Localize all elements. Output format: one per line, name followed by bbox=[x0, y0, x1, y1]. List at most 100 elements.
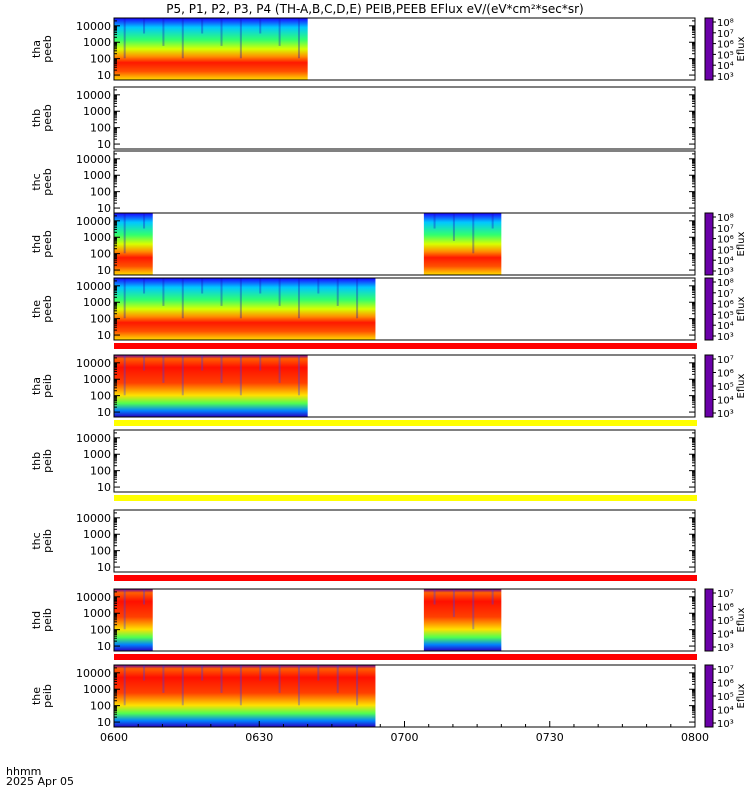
y-tick-label: 1000 bbox=[83, 231, 111, 244]
y-tick-label: 1000 bbox=[83, 296, 111, 309]
spectrogram-stripe bbox=[181, 355, 184, 396]
x-tick-label: 0630 bbox=[245, 731, 273, 744]
spectrogram-stripe bbox=[143, 665, 146, 681]
y-tick-label: 100 bbox=[90, 186, 111, 199]
spectrogram-stripe bbox=[220, 665, 223, 693]
colorbar bbox=[704, 277, 714, 341]
colorbar-tick-label: 10⁸ bbox=[717, 278, 734, 289]
spectrogram-stripe bbox=[220, 18, 223, 46]
y-tick-label: 100 bbox=[90, 545, 111, 558]
colorbar-tick-label: 10⁷ bbox=[717, 29, 734, 40]
spectrogram-stripe bbox=[220, 355, 223, 383]
spectrogram-stripe bbox=[297, 278, 300, 319]
panel-frame bbox=[113, 429, 696, 493]
panel-ylabel: thc bbox=[30, 173, 43, 190]
spectrogram-stripe bbox=[491, 213, 494, 229]
colorbar-tick-label: 10⁷ bbox=[717, 224, 734, 235]
y-tick-label: 10000 bbox=[76, 20, 111, 33]
spectrogram-block bbox=[114, 213, 153, 275]
colorbar-tick-label: 10³ bbox=[717, 332, 734, 343]
spectrogram-stripe bbox=[433, 213, 436, 229]
y-tick-label: 10 bbox=[97, 329, 111, 342]
colorbar-tick-label: 10⁵ bbox=[717, 692, 734, 703]
panel-frame bbox=[113, 86, 696, 150]
panel-ylabel: peib bbox=[41, 684, 54, 708]
y-tick-label: 10000 bbox=[76, 432, 111, 445]
colorbar-tick-label: 10⁶ bbox=[717, 235, 734, 246]
spectrogram-stripe bbox=[162, 278, 165, 306]
colorbar-label: Eflux bbox=[736, 683, 747, 708]
y-tick-label: 100 bbox=[90, 465, 111, 478]
y-tick-label: 1000 bbox=[83, 528, 111, 541]
spectrogram-stripe bbox=[278, 355, 281, 383]
colorbar bbox=[704, 664, 714, 728]
y-tick-label: 100 bbox=[90, 122, 111, 135]
spectrogram-block bbox=[114, 18, 308, 80]
panel-frame bbox=[113, 212, 696, 276]
colorbar-tick-label: 10⁵ bbox=[717, 310, 734, 321]
y-tick-label: 100 bbox=[90, 390, 111, 403]
quality-flag-bar bbox=[114, 575, 697, 581]
spectrogram-stripe bbox=[297, 665, 300, 706]
panel-ylabel: peib bbox=[41, 374, 54, 398]
spectrogram-stripe bbox=[201, 355, 204, 371]
y-tick-label: 10 bbox=[97, 640, 111, 653]
spectrogram-stripe bbox=[336, 278, 339, 306]
y-tick-label: 10000 bbox=[76, 357, 111, 370]
colorbar-label: Eflux bbox=[736, 36, 747, 61]
spectrogram-stripe bbox=[356, 278, 359, 319]
y-tick-label: 1000 bbox=[83, 448, 111, 461]
spectrogram-stripe bbox=[143, 589, 146, 605]
colorbar-tick-label: 10⁴ bbox=[717, 256, 734, 267]
colorbar-tick-label: 10⁷ bbox=[717, 589, 734, 600]
colorbar-tick-label: 10⁷ bbox=[717, 289, 734, 300]
y-tick-label: 10000 bbox=[76, 89, 111, 102]
x-tick-label: 0600 bbox=[100, 731, 128, 744]
y-tick-label: 10000 bbox=[76, 591, 111, 604]
spectrogram-stripe bbox=[201, 278, 204, 294]
spectrogram-stripe bbox=[162, 18, 165, 46]
y-tick-label: 10000 bbox=[76, 215, 111, 228]
y-tick-label: 1000 bbox=[83, 169, 111, 182]
panel-frame bbox=[113, 509, 696, 573]
spectrogram-block bbox=[114, 355, 308, 417]
spectrogram-stripe bbox=[239, 665, 242, 706]
panel-ylabel: tha bbox=[30, 40, 43, 58]
spectrogram-stripe bbox=[143, 213, 146, 229]
spectrogram-stripe bbox=[181, 18, 184, 59]
spectrogram-stripe bbox=[123, 355, 126, 396]
x-tick-label: 0700 bbox=[391, 731, 419, 744]
colorbar-tick-label: 10⁵ bbox=[717, 245, 734, 256]
colorbar-tick-label: 10³ bbox=[717, 72, 734, 83]
y-tick-label: 100 bbox=[90, 624, 111, 637]
spectrogram-stripe bbox=[201, 665, 204, 681]
spectrogram-stripe bbox=[278, 665, 281, 693]
panel-ylabel: peeb bbox=[41, 104, 54, 132]
colorbar-tick-label: 10⁴ bbox=[717, 630, 734, 641]
spectrogram-stripe bbox=[259, 665, 262, 681]
spectrogram-stripe bbox=[220, 278, 223, 306]
colorbar-tick-label: 10³ bbox=[717, 719, 734, 730]
panel-ylabel: thb bbox=[30, 109, 43, 127]
spectrogram-stripe bbox=[162, 355, 165, 383]
colorbar-tick-label: 10⁵ bbox=[717, 382, 734, 393]
colorbar-label: Eflux bbox=[736, 607, 747, 632]
colorbar bbox=[704, 212, 714, 276]
spectrogram-stripe bbox=[143, 278, 146, 294]
spectrogram-stripe bbox=[123, 278, 126, 319]
panel-ylabel: thc bbox=[30, 532, 43, 549]
colorbar-tick-label: 10⁷ bbox=[717, 355, 734, 366]
colorbar-tick-label: 10⁸ bbox=[717, 18, 734, 29]
quality-flag-bar bbox=[114, 420, 697, 426]
y-tick-label: 100 bbox=[90, 53, 111, 66]
panel-ylabel: thd bbox=[30, 235, 43, 253]
spectrogram-stripe bbox=[297, 355, 300, 396]
colorbar-tick-label: 10⁶ bbox=[717, 679, 734, 690]
panel-ylabel: peeb bbox=[41, 168, 54, 196]
y-tick-label: 10 bbox=[97, 202, 111, 215]
y-tick-label: 1000 bbox=[83, 105, 111, 118]
x-tick-label: 0800 bbox=[681, 731, 709, 744]
spectrogram-stripe bbox=[259, 278, 262, 294]
x-tick-label: 0730 bbox=[536, 731, 564, 744]
